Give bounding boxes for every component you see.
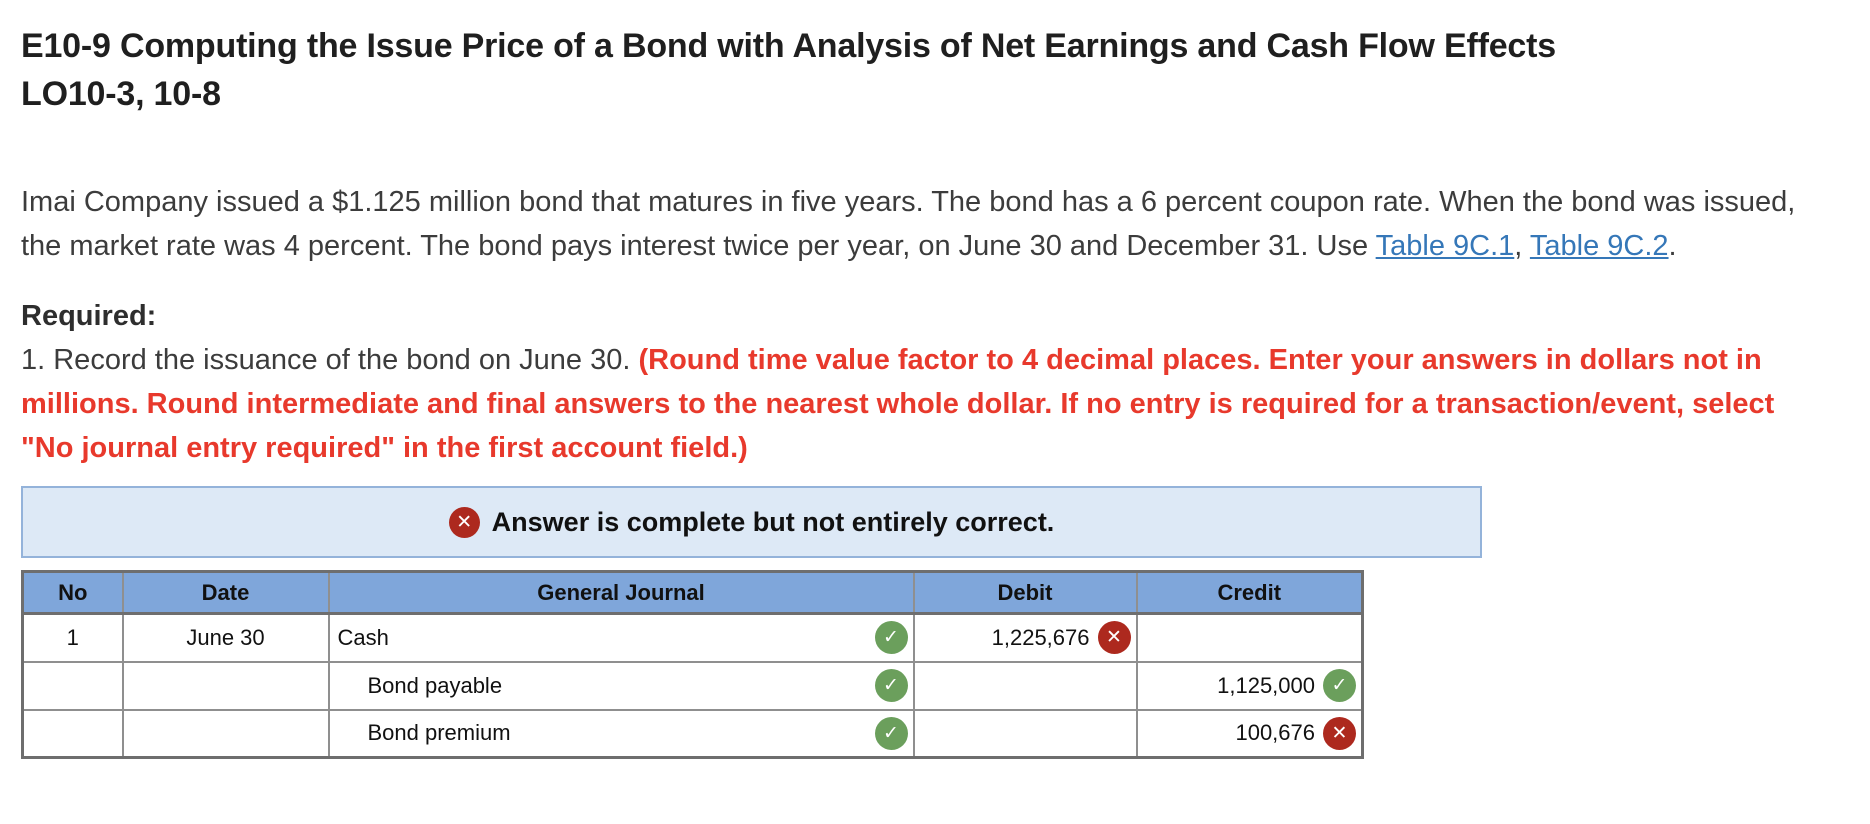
credit-cell bbox=[1135, 612, 1364, 663]
problem-page: E10-9 Computing the Issue Price of a Bon… bbox=[21, 22, 1831, 759]
credit-cell: 1,125,000 ✓ bbox=[1135, 660, 1364, 711]
credit-amount: 1,125,000 bbox=[1217, 672, 1315, 698]
check-circle-icon: ✓ bbox=[874, 716, 908, 750]
account-label: Bond premium bbox=[367, 720, 511, 746]
check-circle-icon: ✓ bbox=[874, 669, 908, 702]
entry-number-cell: 1 bbox=[21, 612, 124, 663]
credit-amount: 100,676 bbox=[1235, 720, 1315, 746]
page-title-line1: E10-9 Computing the Issue Price of a Bon… bbox=[21, 27, 1556, 65]
entry-number-cell bbox=[21, 660, 124, 711]
journal-row: Bond premium ✓ 100,676 ✕ bbox=[21, 708, 1364, 759]
account-cell: Bond payable ✓ bbox=[327, 660, 915, 711]
debit-cell: 1,225,676 ✕ bbox=[912, 612, 1138, 663]
credit-cell: 100,676 ✕ bbox=[1135, 708, 1364, 759]
journal-row: Bond payable ✓ 1,125,000 ✓ bbox=[21, 660, 1364, 711]
x-circle-icon: ✕ bbox=[448, 506, 480, 538]
requirement-1-text: 1. Record the issuance of the bond on Ju… bbox=[21, 344, 639, 376]
x-circle-icon: ✕ bbox=[1323, 716, 1356, 750]
account-label: Bond payable bbox=[367, 672, 503, 698]
header-credit: Credit bbox=[1135, 570, 1364, 615]
table-9c2-link[interactable]: Table 9C.2 bbox=[1529, 230, 1669, 262]
date-cell bbox=[121, 708, 330, 759]
problem-text: Imai Company issued a $1.125 million bon… bbox=[21, 186, 1796, 262]
date-cell bbox=[121, 660, 330, 711]
journal-table: No Date General Journal Debit Credit 1 Ju… bbox=[21, 570, 1364, 759]
journal-row: 1 June 30 Cash ✓ 1,225,676 ✕ bbox=[21, 612, 1364, 663]
account-cell: Bond premium ✓ bbox=[327, 708, 915, 759]
requirement-1: 1. Record the issuance of the bond on Ju… bbox=[21, 338, 1831, 470]
link-separator: , bbox=[1514, 230, 1530, 262]
debit-amount: 1,225,676 bbox=[991, 624, 1090, 650]
problem-period: . bbox=[1668, 230, 1677, 262]
date-cell: June 30 bbox=[121, 612, 330, 663]
x-circle-icon: ✕ bbox=[1097, 621, 1131, 655]
journal-table-header-row: No Date General Journal Debit Credit bbox=[21, 570, 1364, 615]
page-title: E10-9 Computing the Issue Price of a Bon… bbox=[21, 22, 1821, 118]
rounding-note: (Round time value factor to 4 decimal pl… bbox=[21, 344, 1775, 464]
problem-statement: Imai Company issued a $1.125 million bon… bbox=[21, 180, 1831, 268]
account-label: Cash bbox=[337, 624, 389, 650]
check-circle-icon: ✓ bbox=[874, 621, 908, 655]
header-no: No bbox=[21, 570, 124, 615]
feedback-message: Answer is complete but not entirely corr… bbox=[491, 506, 1055, 537]
entry-number-cell bbox=[21, 708, 124, 759]
header-general-journal: General Journal bbox=[327, 570, 915, 615]
page-title-line2: LO10-3, 10-8 bbox=[21, 75, 221, 113]
header-debit: Debit bbox=[912, 570, 1138, 615]
account-cell: Cash ✓ bbox=[327, 612, 915, 663]
check-circle-icon: ✓ bbox=[1323, 669, 1356, 702]
feedback-banner: ✕ Answer is complete but not entirely co… bbox=[21, 486, 1482, 558]
header-date: Date bbox=[121, 570, 330, 615]
debit-cell bbox=[912, 660, 1138, 711]
debit-cell bbox=[912, 708, 1138, 759]
table-9c1-link[interactable]: Table 9C.1 bbox=[1375, 230, 1515, 262]
required-label: Required: bbox=[21, 300, 157, 332]
